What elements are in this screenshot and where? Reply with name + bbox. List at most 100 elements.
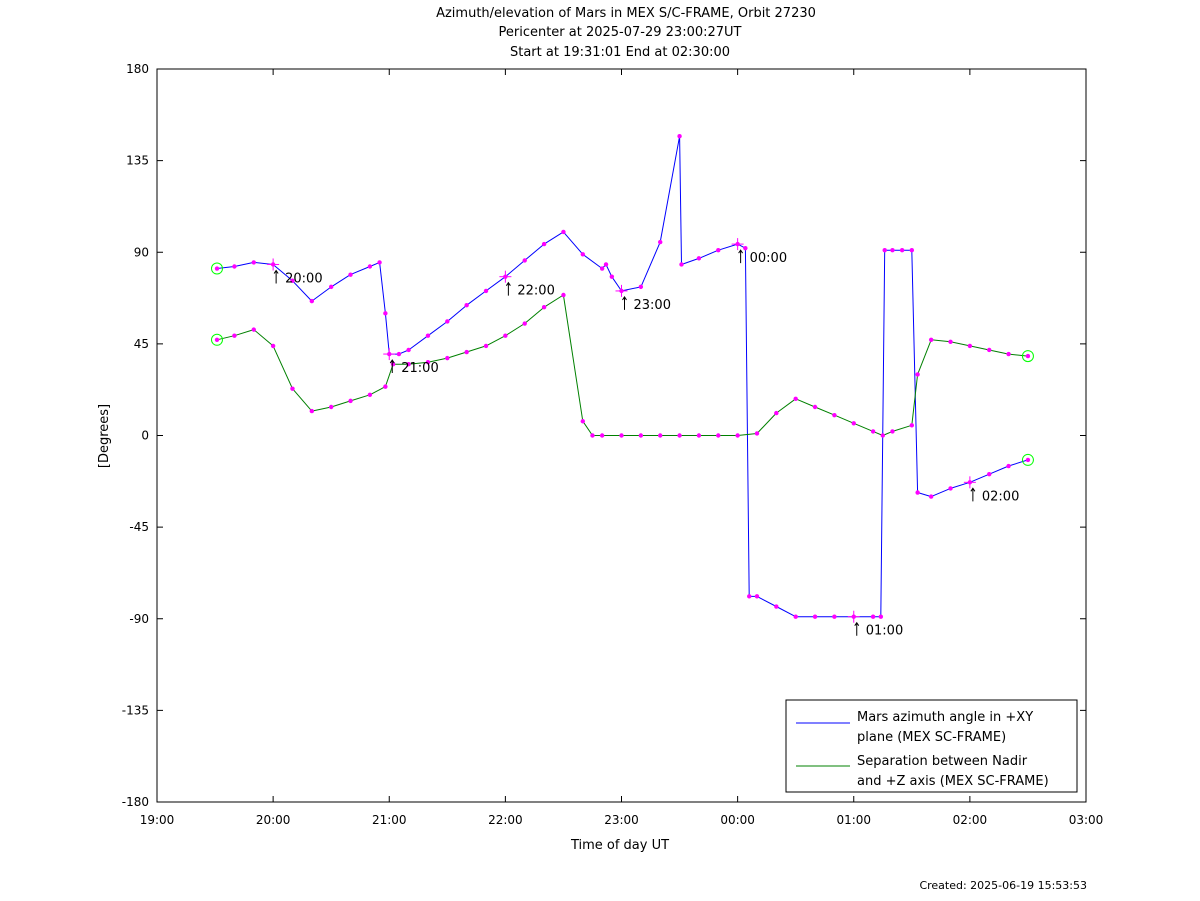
- y-tick-label: 0: [141, 429, 149, 443]
- data-point-separation: [658, 433, 663, 438]
- data-point-azimuth: [396, 351, 402, 357]
- data-point-azimuth: [406, 347, 411, 353]
- legend-label-azimuth-2: plane (MEX SC-FRAME): [857, 730, 1006, 745]
- data-point-separation: [599, 433, 605, 438]
- data-point-separation: [677, 433, 682, 438]
- data-point-azimuth: [232, 264, 237, 269]
- series-line-separation: [216, 294, 1028, 436]
- data-point-azimuth: [909, 248, 915, 253]
- time-annotations: 20:00 21:00 22:00 23:00 00:00 01:00 02:00: [267, 238, 1019, 639]
- data-point-separation: [716, 433, 721, 438]
- series-line-azimuth: [216, 135, 1029, 618]
- data-point-azimuth: [541, 241, 547, 247]
- data-point-separation: [561, 292, 566, 298]
- x-tick-label: 20:00: [256, 813, 291, 827]
- data-point-separation: [793, 396, 798, 402]
- x-tick-label: 21:00: [372, 813, 407, 827]
- title-line-3: Start at 19:31:01 End at 02:30:00: [510, 45, 730, 60]
- data-point-separation: [696, 433, 702, 438]
- data-point-separation: [503, 333, 508, 338]
- data-point-separation: [812, 404, 818, 410]
- hour-arrow: [970, 487, 976, 502]
- hour-arrow: [273, 269, 279, 284]
- data-point-azimuth: [899, 248, 905, 253]
- y-tick-label: -90: [129, 612, 149, 626]
- data-point-separation: [909, 423, 915, 428]
- endpoint-marker-azimuth: [210, 262, 223, 275]
- data-point-separation: [967, 343, 973, 349]
- data-point-azimuth: [915, 490, 920, 495]
- data-point-azimuth: [638, 284, 644, 290]
- data-point-azimuth: [464, 302, 469, 308]
- data-point-azimuth: [658, 239, 663, 245]
- data-point-azimuth: [377, 260, 382, 265]
- data-point-separation: [390, 362, 396, 367]
- hour-label: 01:00: [866, 624, 903, 639]
- data-point-azimuth: [696, 256, 702, 261]
- data-point-azimuth: [603, 262, 609, 267]
- x-tick-label: 23:00: [604, 813, 639, 827]
- data-point-azimuth: [483, 288, 489, 294]
- y-tick-label: 135: [126, 154, 149, 168]
- data-point-separation: [915, 372, 920, 377]
- x-tick-label: 19:00: [140, 813, 175, 827]
- legend-label-separation-1: Separation between Nadir: [857, 754, 1028, 769]
- data-point-separation: [328, 404, 334, 410]
- hour-arrow: [738, 249, 744, 264]
- data-point-azimuth: [425, 333, 431, 338]
- data-point-azimuth: [812, 614, 818, 619]
- data-point-azimuth: [882, 248, 887, 253]
- data-point-azimuth: [348, 272, 353, 277]
- data-point-separation: [948, 339, 953, 345]
- marker-layer: [210, 133, 1034, 619]
- hour-label: 00:00: [750, 251, 787, 266]
- endpoint-marker-separation: [1021, 350, 1034, 363]
- x-tick-label: 00:00: [720, 813, 755, 827]
- legend-label-separation-2: and +Z axis (MEX SC-FRAME): [857, 774, 1049, 789]
- y-tick-label: 90: [134, 245, 149, 259]
- endpoint-marker-separation: [210, 333, 223, 346]
- data-point-azimuth: [214, 266, 220, 271]
- axes: 19:00 20:00 21:00 22:00 23:00 00:00 01:00 02:00…: [122, 62, 1104, 827]
- data-point-separation: [309, 408, 315, 414]
- legend-label-azimuth-1: Mars azimuth angle in +XY: [857, 710, 1033, 725]
- x-tick-label: 03:00: [1069, 813, 1104, 827]
- y-tick-label: 180: [126, 62, 149, 76]
- data-point-azimuth: [870, 614, 876, 619]
- data-point-separation: [638, 433, 644, 438]
- data-point-azimuth: [383, 311, 388, 316]
- chart-title: Azimuth/elevation of Mars in MEX S/C-FRA…: [436, 6, 816, 60]
- data-point-separation: [522, 321, 527, 326]
- created-timestamp: Created: 2025-06-19 15:53:53: [919, 879, 1087, 892]
- data-point-separation: [928, 337, 934, 343]
- data-point-azimuth: [561, 229, 566, 235]
- data-point-separation: [580, 419, 585, 424]
- y-axis-title: [Degrees]: [97, 404, 112, 468]
- hour-arrow: [389, 359, 395, 374]
- data-point-azimuth: [747, 594, 752, 599]
- data-point-azimuth: [774, 604, 779, 609]
- data-point-azimuth: [367, 264, 373, 269]
- data-point-azimuth: [754, 594, 760, 599]
- hour-arrow: [622, 296, 627, 310]
- y-tick-label: -45: [129, 520, 149, 534]
- x-tick-label: 02:00: [953, 813, 988, 827]
- data-point-separation: [619, 433, 624, 438]
- hour-arrow: [505, 281, 511, 296]
- data-point-separation: [1006, 351, 1011, 357]
- x-tick-label: 01:00: [836, 813, 871, 827]
- data-point-separation: [425, 360, 431, 365]
- data-point-separation: [870, 429, 876, 434]
- data-point-separation: [251, 327, 256, 332]
- data-point-azimuth: [928, 494, 934, 499]
- data-point-separation: [348, 398, 353, 404]
- title-line-1: Azimuth/elevation of Mars in MEX S/C-FRA…: [436, 6, 816, 21]
- y-tick-label: -180: [122, 795, 149, 809]
- data-point-azimuth: [522, 258, 527, 263]
- data-point-azimuth: [445, 319, 450, 324]
- hour-label: 02:00: [982, 489, 1019, 504]
- data-point-separation: [445, 355, 450, 361]
- data-point-azimuth: [793, 614, 798, 619]
- data-point-separation: [754, 431, 760, 436]
